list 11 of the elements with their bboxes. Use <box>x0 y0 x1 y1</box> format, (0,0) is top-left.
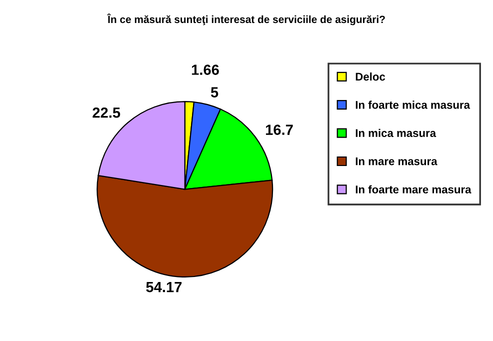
legend-label: In foarte mica masura <box>356 100 470 109</box>
data-label: 16.7 <box>266 124 293 135</box>
legend-label: In foarte mare masura <box>356 185 472 194</box>
legend-label: Deloc <box>356 72 386 81</box>
legend-label: In mare masura <box>356 157 438 166</box>
chart-title: În ce măsură sunteţi interesat de serviciile de asigurări? <box>107 14 385 26</box>
data-label: 5 <box>210 87 218 98</box>
data-label: 1.66 <box>192 64 219 75</box>
data-label: 54.17 <box>146 282 182 292</box>
data-label: 22.5 <box>92 107 120 118</box>
legend-label: In mica masura <box>356 128 436 138</box>
